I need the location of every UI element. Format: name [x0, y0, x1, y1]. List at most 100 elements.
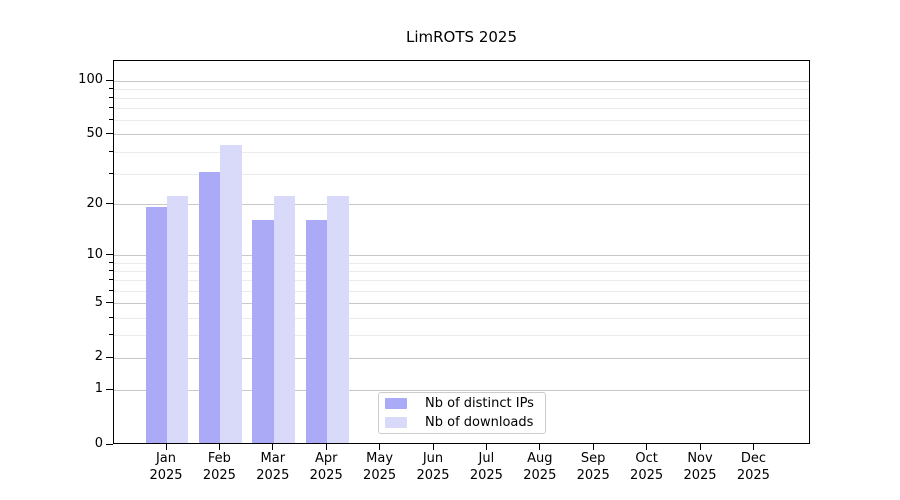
y-gridline-major	[114, 80, 809, 82]
x-tick-label-month: Aug	[527, 451, 553, 466]
plot-area	[113, 60, 810, 444]
y-minor-tick	[109, 261, 113, 263]
x-tick-label-year: 2025	[630, 468, 664, 483]
x-tick-label-month: Nov	[687, 451, 713, 466]
y-tick-label: 0	[94, 436, 103, 451]
bar-downloads-mar	[273, 195, 296, 443]
y-gridline-minor	[114, 108, 809, 110]
y-minor-tick	[109, 334, 113, 336]
chart-title: LimROTS 2025	[406, 28, 517, 46]
y-minor-tick	[109, 270, 113, 272]
y-minor-tick	[109, 119, 113, 121]
x-tick-label-year: 2025	[416, 468, 450, 483]
y-tick	[106, 203, 113, 205]
x-tick-label-year: 2025	[576, 468, 610, 483]
x-tick-label-month: Oct	[635, 451, 658, 466]
y-gridline-minor	[114, 88, 809, 90]
x-tick-label-month: Apr	[314, 451, 338, 466]
x-tick	[272, 444, 274, 450]
x-tick	[485, 444, 487, 450]
x-tick	[699, 444, 701, 450]
y-gridline-major	[114, 389, 809, 391]
x-tick-label-month: Jun	[422, 451, 444, 466]
y-minor-tick	[109, 290, 113, 292]
x-tick	[218, 444, 220, 450]
x-tick-label-year: 2025	[736, 468, 770, 483]
y-gridline-minor	[114, 120, 809, 122]
x-tick-label-year: 2025	[469, 468, 503, 483]
x-tick	[325, 444, 327, 450]
y-tick-label: 100	[78, 72, 103, 87]
y-gridline-minor	[114, 97, 809, 99]
bar-distinct-ips-feb	[199, 172, 221, 443]
y-gridline-minor	[114, 335, 809, 337]
legend-entry-downloads: Nb of downloads	[385, 415, 539, 432]
y-tick	[106, 79, 113, 81]
y-tick-label: 5	[94, 294, 103, 310]
y-gridline-minor	[114, 173, 809, 175]
y-tick	[106, 356, 113, 358]
x-tick-label-month: May	[366, 451, 394, 466]
x-tick-label-year: 2025	[309, 468, 343, 483]
bar-downloads-jan	[167, 195, 189, 443]
y-minor-tick	[109, 172, 113, 174]
x-tick-label-month: Mar	[260, 451, 286, 466]
y-gridline-minor	[114, 280, 809, 282]
x-tick-label-year: 2025	[256, 468, 290, 483]
y-minor-tick	[109, 87, 113, 89]
y-gridline-minor	[114, 291, 809, 293]
x-tick	[752, 444, 754, 450]
x-tick-label-month: Jul	[478, 451, 495, 466]
y-tick	[106, 133, 113, 135]
y-minor-tick	[109, 96, 113, 98]
legend-swatch-downloads	[385, 417, 407, 429]
y-gridline-major	[114, 357, 809, 359]
x-tick-label-year: 2025	[149, 468, 183, 483]
y-tick	[106, 443, 113, 445]
legend-entry-distinct-ips: Nb of distinct IPs	[385, 395, 539, 412]
y-minor-tick	[109, 279, 113, 281]
x-tick-label-year: 2025	[683, 468, 717, 483]
y-minor-tick	[109, 150, 113, 152]
x-tick-label-month: Dec	[740, 451, 766, 466]
y-minor-tick	[109, 316, 113, 318]
legend: Nb of distinct IPs Nb of downloads	[378, 392, 546, 434]
y-gridline-minor	[114, 271, 809, 273]
legend-swatch-distinct-ips	[385, 397, 407, 409]
bar-distinct-ips-jan	[145, 206, 167, 443]
x-tick-label-month: Sep	[580, 451, 606, 466]
bar-downloads-feb	[220, 144, 242, 443]
legend-label-distinct-ips: Nb of distinct IPs	[425, 395, 534, 411]
x-tick-label-year: 2025	[202, 468, 236, 483]
bar-downloads-apr	[327, 195, 349, 443]
x-tick	[165, 444, 167, 450]
y-minor-tick	[109, 107, 113, 109]
y-tick-label: 2	[94, 349, 103, 365]
y-tick-label: 1	[94, 381, 103, 397]
x-tick	[539, 444, 541, 450]
y-gridline-major	[114, 134, 809, 136]
x-tick	[379, 444, 381, 450]
y-tick	[106, 388, 113, 390]
bar-distinct-ips-mar	[252, 219, 274, 443]
y-tick	[106, 302, 113, 304]
y-gridline-minor	[114, 317, 809, 319]
y-gridline-major	[114, 255, 809, 257]
x-tick-label-month: Feb	[207, 451, 231, 466]
y-gridline-major	[114, 303, 809, 305]
y-tick-label: 10	[86, 246, 103, 262]
bar-distinct-ips-apr	[305, 219, 328, 443]
x-tick	[432, 444, 434, 450]
x-tick-label-year: 2025	[363, 468, 397, 483]
x-tick-label-year: 2025	[523, 468, 557, 483]
y-tick-label: 20	[86, 195, 103, 211]
x-tick	[646, 444, 648, 450]
y-gridline-major	[114, 204, 809, 206]
y-tick-label: 50	[86, 125, 103, 141]
legend-label-downloads: Nb of downloads	[425, 415, 534, 431]
y-tick	[106, 254, 113, 256]
x-tick-label-month: Jan	[155, 451, 177, 466]
y-gridline-minor	[114, 262, 809, 264]
x-tick	[592, 444, 594, 450]
